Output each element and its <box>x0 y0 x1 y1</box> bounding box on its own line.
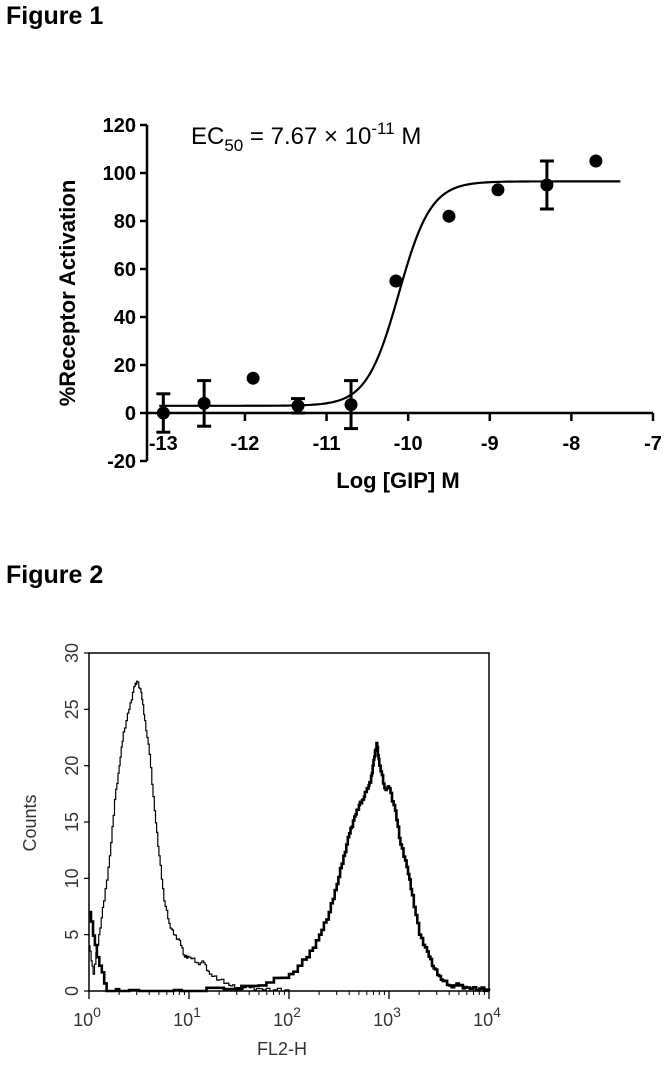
y-tick-label: 30 <box>62 643 82 663</box>
y-tick-label: 80 <box>114 211 136 233</box>
x-tick-label: -11 <box>313 433 341 455</box>
plot-frame <box>88 652 490 992</box>
y-tick-label: 25 <box>62 699 82 719</box>
data-point <box>344 398 358 412</box>
figure-1-chart: -20 0 20 40 60 80 100 120 -13 -12 -11 -10 -9 -8 -7 Log … <box>55 115 662 493</box>
x-tick-label: -9 <box>481 433 499 455</box>
y-tick-label: 60 <box>114 259 136 281</box>
x-tick-label: -7 <box>644 433 662 455</box>
histogram-stained <box>89 741 491 993</box>
y-axis-label: %Receptor Activation <box>55 180 80 407</box>
x-tick-label: 100 <box>73 1004 101 1030</box>
y-axis-label: Counts <box>20 794 40 851</box>
y-tick-label: 100 <box>103 163 136 185</box>
x-tick-label: -8 <box>562 433 580 455</box>
x-tick-label: -13 <box>149 433 178 455</box>
figure-2-title: Figure 2 <box>6 561 104 589</box>
y-tick-label: 15 <box>62 812 82 832</box>
y-tick-label: 0 <box>125 403 136 425</box>
x-tick-label: 102 <box>273 1004 301 1030</box>
data-point <box>246 371 260 385</box>
y-tick-label: 20 <box>62 756 82 776</box>
data-point <box>540 178 554 192</box>
y-tick-label: 0 <box>62 986 82 996</box>
data-point <box>291 399 305 413</box>
data-point <box>491 183 505 197</box>
x-tick-label: -10 <box>394 433 423 455</box>
x-tick-label: 103 <box>373 1004 401 1030</box>
data-point <box>156 406 170 420</box>
x-tick-label: 101 <box>173 1004 201 1030</box>
y-tick-label: 120 <box>103 115 136 137</box>
data-point <box>389 274 403 288</box>
ec50-annotation: EC50 = 7.67 × 10-11 M <box>191 119 421 155</box>
y-tick-label: 10 <box>62 868 82 888</box>
y-tick-label: 20 <box>114 355 136 377</box>
data-point <box>442 209 456 223</box>
y-tick-label: 40 <box>114 307 136 329</box>
figure-1-title: Figure 1 <box>6 2 104 30</box>
data-point <box>197 396 211 410</box>
data-point <box>589 154 603 168</box>
y-tick-label: -20 <box>107 451 136 473</box>
x-tick-label: -12 <box>230 433 259 455</box>
x-axis-label: FL2-H <box>257 1039 307 1059</box>
histogram-control <box>89 680 290 992</box>
x-axis-label: Log [GIP] M <box>336 468 459 493</box>
x-tick-label: 104 <box>473 1004 501 1030</box>
y-tick-label: 5 <box>62 930 82 940</box>
